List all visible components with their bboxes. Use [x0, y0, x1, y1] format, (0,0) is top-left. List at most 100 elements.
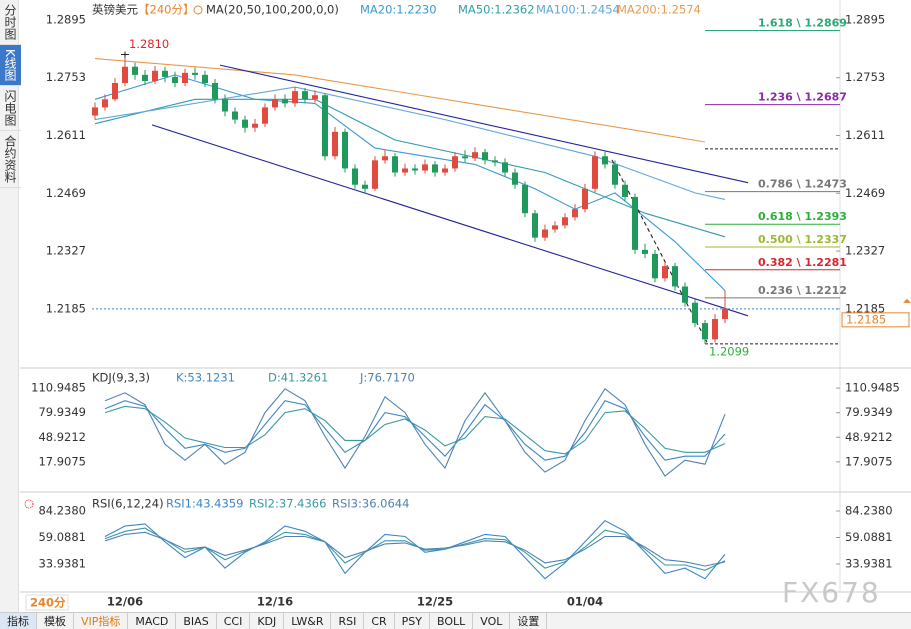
candle-body	[562, 217, 568, 226]
indicator-icon	[24, 499, 34, 509]
candle-body	[122, 66, 128, 84]
price-box	[841, 312, 910, 328]
candle-body	[402, 168, 408, 173]
tab[interactable]: K线图	[0, 45, 21, 86]
y-tick-label: 1.2895	[46, 12, 86, 26]
candle-body	[632, 196, 638, 250]
watermark: FX678	[782, 576, 881, 609]
tool-tab[interactable]: KDJ	[250, 613, 285, 629]
settings-icon	[193, 5, 203, 15]
low-label: 1.2099	[709, 344, 749, 358]
ma-line	[94, 58, 706, 143]
candle-body	[252, 123, 258, 128]
candle-body	[592, 156, 598, 189]
candle-body	[192, 72, 198, 75]
candle-body	[152, 70, 158, 81]
y-tick-label: 1.2469	[46, 186, 86, 200]
fib-label: 0.382 \ 1.2281	[758, 256, 847, 269]
candle-body	[682, 286, 688, 303]
tool-tab[interactable]: BIAS	[176, 613, 217, 629]
sidebar: 分时图 K线图 闪电图 合约资料	[0, 0, 21, 612]
y-tick-label: 1.2611	[46, 128, 86, 142]
tool-tab[interactable]: 设置	[510, 613, 548, 629]
y-tick-label: 1.2753	[46, 70, 86, 84]
candle-body	[162, 70, 168, 77]
tool-tab[interactable]: RSI	[331, 613, 365, 629]
fib-label: 1.236 \ 1.2687	[758, 91, 847, 104]
tool-tab[interactable]: PSY	[395, 613, 431, 629]
candle-body	[242, 119, 248, 128]
ma-line	[94, 86, 726, 200]
fib-label: 1.618 \ 1.2869	[758, 17, 847, 30]
tab[interactable]: 合约资料	[0, 131, 21, 188]
tool-tab[interactable]: 指标	[0, 613, 37, 629]
y-tick-label: 84.2380	[845, 503, 893, 517]
candle-body	[512, 172, 518, 185]
candle-body	[572, 209, 578, 218]
y-tick-label: 1.2753	[845, 70, 885, 84]
legend-entry: K:53.1231	[176, 371, 235, 385]
period-label: 240分	[30, 596, 66, 610]
candle-body	[222, 99, 228, 112]
candle-body	[432, 164, 438, 173]
candle-body	[462, 156, 468, 159]
trendline	[611, 159, 708, 343]
candle-body	[202, 74, 208, 84]
legend-entry: J:76.7170	[359, 371, 415, 385]
period-box	[25, 594, 69, 611]
y-tick-label: 79.9349	[845, 405, 893, 419]
tab[interactable]: 闪电图	[0, 86, 21, 131]
candle-body	[112, 83, 118, 100]
tool-tab[interactable]: CCI	[217, 613, 251, 629]
y-tick-label: 48.9212	[38, 430, 86, 444]
candle-body	[412, 168, 418, 171]
y-tick-label: 79.9349	[38, 405, 86, 419]
y-tick-label: 110.9485	[845, 381, 900, 395]
tool-tab[interactable]: MACD	[128, 613, 177, 629]
candle-body	[362, 184, 368, 189]
candle-body	[422, 164, 428, 171]
candle-body	[602, 156, 608, 165]
candle-body	[452, 156, 458, 169]
y-tick-label: 1.2327	[845, 244, 885, 258]
high-label: 1.2810	[129, 37, 169, 51]
price-label: 1.2185	[846, 312, 886, 326]
legend-entry: MA100:1.2454	[536, 3, 620, 17]
candle-body	[292, 91, 298, 104]
candle-body	[92, 107, 98, 116]
candle-body	[672, 266, 678, 287]
candle-body	[302, 91, 308, 100]
candle-body	[232, 111, 238, 120]
chart: 1.2895 1.2895 1.2753 1.2753 1.2611 1.2611 1.24…	[20, 0, 911, 611]
tool-tab[interactable]: CR	[364, 613, 395, 629]
candle-body	[132, 66, 138, 75]
price-marker	[903, 298, 911, 303]
tool-tab[interactable]: VIP指标	[74, 613, 129, 629]
candle-body	[382, 156, 388, 161]
legend-entry: RSI1:43.4359	[166, 497, 243, 511]
candle-body	[482, 152, 488, 161]
candle-body	[622, 184, 628, 197]
y-tick-label: 110.9485	[31, 381, 86, 395]
candle-body	[352, 168, 358, 185]
oscillator-line	[104, 531, 726, 567]
y-tick-label: 59.0881	[845, 530, 893, 544]
candle-body	[282, 99, 288, 104]
tool-tab[interactable]: 模板	[37, 613, 74, 629]
candle-body	[702, 323, 708, 340]
candle-body	[332, 131, 338, 157]
legend-entry: RSI2:37.4366	[249, 497, 326, 511]
y-tick-label: 1.2469	[845, 186, 885, 200]
indicator: RSI(6,12,24)	[92, 497, 164, 511]
tool-tab[interactable]: BOLL	[430, 613, 474, 629]
candle-body	[172, 76, 178, 84]
candle-body	[532, 213, 538, 238]
candle-body	[312, 95, 318, 100]
tool-tab[interactable]: LW&R	[284, 613, 332, 629]
trendline	[151, 124, 749, 317]
fib-label: 0.786 \ 1.2473	[758, 178, 847, 191]
x-tick-label: 12/25	[417, 595, 453, 609]
tab[interactable]: 分时图	[0, 0, 21, 45]
tool-tab[interactable]: VOL	[473, 613, 511, 629]
